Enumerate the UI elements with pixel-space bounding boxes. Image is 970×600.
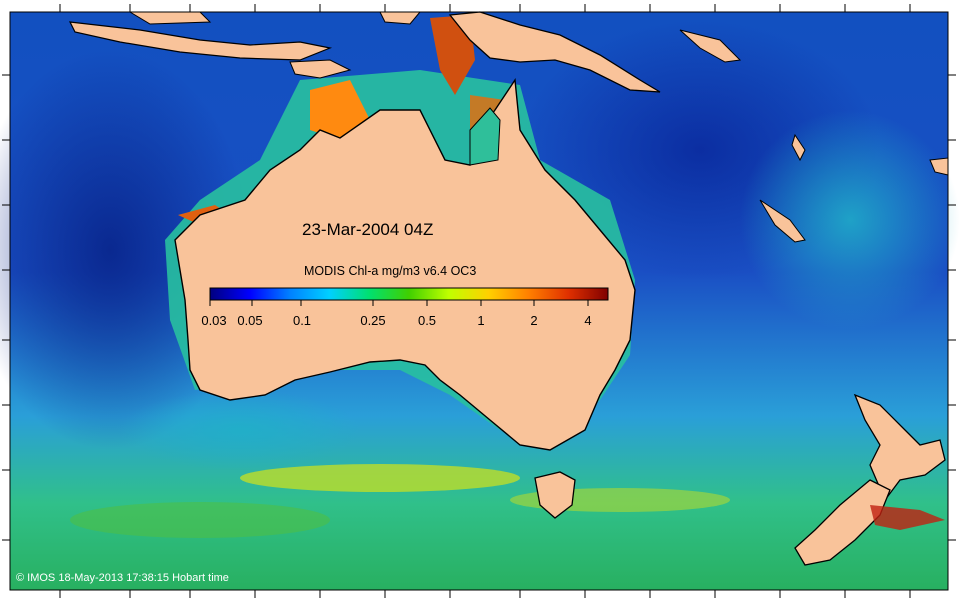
map-frame	[9, 11, 949, 591]
credit-line: © IMOS 18-May-2013 17:38:15 Hobart time	[16, 572, 229, 584]
coastal-bloom-kimberley	[310, 80, 370, 140]
tasmania	[534, 471, 576, 519]
new-zealand-north-island	[853, 393, 946, 502]
vanuatu-island	[791, 133, 806, 162]
colorbar-title: MODIS Chl-a mg/m3 v6.4 OC3	[304, 264, 477, 278]
australia-landmass	[174, 77, 636, 451]
teal-patch-coral-sea	[740, 110, 960, 330]
new-guinea	[448, 11, 661, 93]
colorbar-tick-label: 0.03	[201, 313, 227, 328]
graticule-ticks	[2, 4, 956, 598]
colorbar-tick-marks	[209, 300, 589, 306]
coastal-bloom-gulf	[430, 15, 475, 95]
new-zealand-south-island	[794, 479, 891, 566]
bloom-band	[70, 502, 330, 538]
coastal-bloom-nz	[870, 505, 945, 530]
solomon-islands	[679, 29, 742, 63]
colorbar-tick-label: 0.05	[237, 313, 263, 328]
colorbar-tick-label: 4	[584, 313, 592, 328]
colorbar-tick-label: 1	[477, 313, 485, 328]
colorbar-tick-label: 0.5	[417, 313, 437, 328]
gulf-of-carpentaria	[469, 107, 501, 166]
teal-patch-bight	[120, 390, 360, 470]
date-label: 23-Mar-2004 04Z	[302, 220, 434, 239]
indonesian-islands	[68, 21, 333, 61]
colorbar-tick-label: 0.1	[292, 313, 312, 328]
bloom-band	[240, 464, 520, 492]
colorbar-tick-label: 2	[530, 313, 538, 328]
new-caledonia	[759, 199, 806, 243]
timor-island	[289, 59, 352, 79]
colorbar	[209, 287, 609, 301]
colorbar-tick-label: 0.25	[360, 313, 386, 328]
